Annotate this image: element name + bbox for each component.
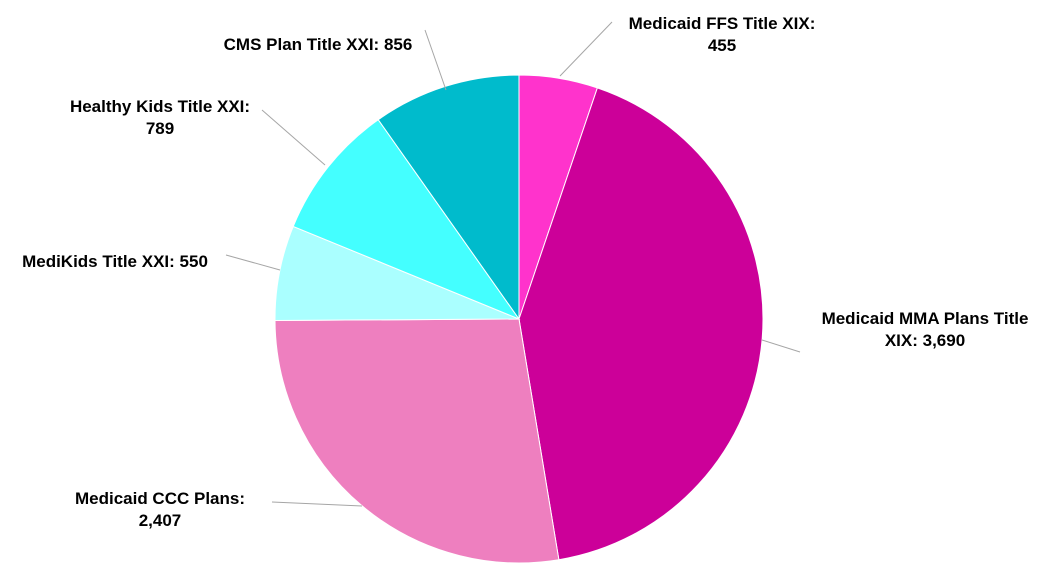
category-label: Medicaid CCC Plans: (74, 489, 246, 508)
category-label: CMS Plan Title XXI: (223, 35, 380, 54)
category-label: Medicaid FFS Title XIX: (628, 14, 816, 33)
value-label: 3,690 (922, 331, 966, 350)
pie-slice (518, 87, 764, 561)
category-label: Medicaid MMA Plans Title XIX: (821, 309, 1029, 350)
value-label: 856 (383, 35, 413, 54)
leader-line (424, 29, 447, 91)
pie-slice (274, 318, 560, 563)
leader-line (559, 21, 613, 77)
data-label: MediKids Title XXI: 550 (15, 251, 215, 273)
data-label: Medicaid MMA Plans Title XIX: 3,690 (820, 308, 1030, 352)
leader-line (271, 501, 363, 507)
data-label: Healthy Kids Title XXI: 789 (63, 96, 258, 140)
category-label: MediKids Title XXI: (22, 252, 175, 271)
pie-slice (292, 118, 521, 321)
data-label: Medicaid FFS Title XIX: 455 (622, 13, 822, 57)
data-label: Medicaid CCC Plans: 2,407 (55, 488, 265, 532)
value-label: 789 (145, 119, 175, 138)
value-label: 550 (179, 252, 208, 271)
data-label: CMS Plan Title XXI: 856 (216, 34, 421, 56)
leader-line (261, 109, 326, 166)
value-label: 455 (707, 36, 737, 55)
value-label: 2,407 (138, 511, 182, 530)
leader-line (225, 254, 281, 271)
category-label: Healthy Kids Title XXI: (69, 97, 251, 116)
leader-line (761, 339, 801, 353)
